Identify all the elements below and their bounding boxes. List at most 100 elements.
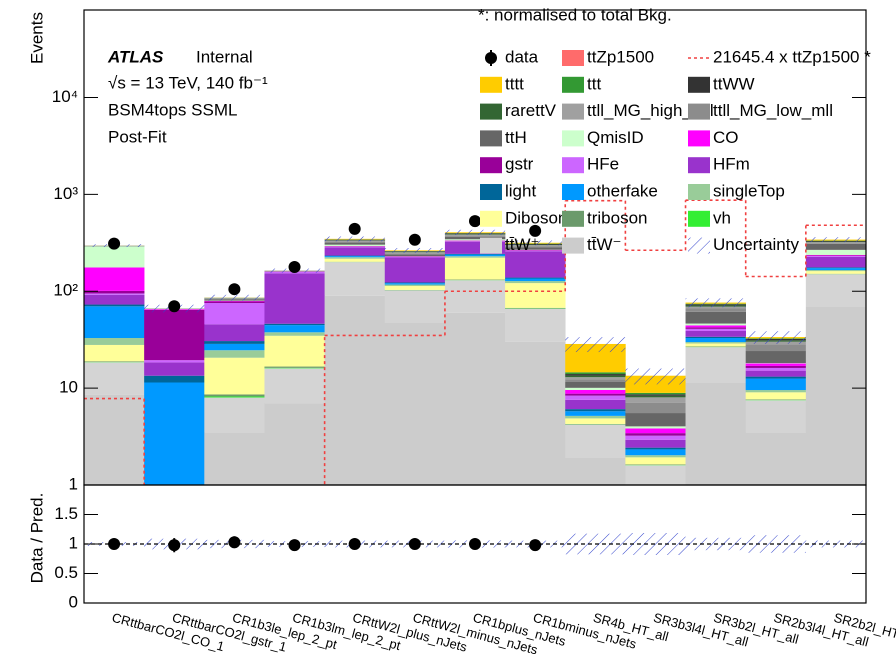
stack-segment: [745, 351, 807, 364]
uncertainty-band: [625, 368, 686, 385]
stack-segment: [625, 435, 686, 440]
legend-label: otherfake: [587, 181, 658, 200]
stack-segment: [505, 307, 566, 309]
stack-segment: [444, 254, 506, 257]
stack-segment: [384, 254, 446, 257]
uncertainty-band: [384, 248, 445, 253]
data-point: [469, 215, 481, 228]
stack-segment: [84, 246, 145, 268]
y-tick-label: 10³: [53, 184, 78, 203]
ratio-point: [228, 536, 241, 549]
y-tick-label: 1: [69, 474, 78, 493]
stack-segment: [324, 262, 386, 296]
analysis-label: BSM4tops SSML: [108, 100, 237, 119]
stack-segment: [805, 256, 866, 268]
stack-segment: [805, 254, 866, 256]
stack-segment: [625, 439, 686, 448]
stack-segment: [745, 399, 807, 400]
legend-label: rarettV: [505, 101, 557, 120]
legend-marker: [562, 76, 584, 93]
stack-segment: [685, 311, 746, 324]
ratio-point: [348, 538, 361, 550]
legend-label: vh: [713, 208, 731, 227]
legend-marker: [480, 103, 502, 120]
legend-marker: [485, 52, 497, 64]
stack-segment: [565, 387, 626, 390]
stack-segment: [565, 418, 626, 424]
stack-segment: [204, 303, 265, 325]
stack-segment: [84, 394, 145, 485]
ratio-point: [529, 539, 542, 552]
ratio-point: [288, 539, 301, 552]
stack-segment: [745, 376, 807, 379]
legend-label: triboson: [587, 208, 647, 227]
legend-marker: [562, 210, 584, 227]
legend-label: ttt: [587, 74, 601, 93]
legend-label: 21645.4 x ttZp1500 *: [713, 47, 871, 66]
legend-marker: [688, 130, 710, 147]
stack-segment: [264, 332, 325, 336]
stack-segment: [745, 432, 807, 485]
atlas-label: ATLAS: [107, 47, 164, 66]
y-tick-label: 10²: [53, 281, 78, 300]
y-axis-label: Events: [27, 12, 46, 64]
legend-label: ttll_MG_low_mll: [713, 101, 833, 120]
stack-segment: [565, 372, 626, 375]
legend-marker: [480, 184, 502, 200]
legend-marker: [688, 237, 710, 254]
stack-segment: [685, 338, 746, 343]
main-plot: [84, 199, 866, 485]
stack-segment: [324, 241, 386, 243]
stack-segment: [324, 242, 386, 245]
stack-segment: [204, 341, 265, 344]
legend-label: tttt: [505, 74, 524, 93]
legend-marker: [562, 130, 584, 147]
stack-segment: [685, 323, 746, 326]
legend-label: QmisID: [587, 128, 644, 147]
stack-segment: [84, 361, 145, 363]
y-tick-label: 10: [59, 378, 78, 397]
stack-segment: [745, 365, 807, 368]
stack-segment: [805, 255, 866, 257]
stack-segment: [625, 447, 686, 450]
legend-marker: [688, 103, 710, 120]
stack-segment: [505, 250, 566, 252]
ratio-y-tick-label: 1.5: [54, 504, 78, 523]
stack-segment: [264, 368, 325, 404]
stack-segment: [204, 324, 265, 342]
legend-marker: [480, 237, 502, 254]
stack-segment: [685, 308, 746, 312]
stack-segment: [745, 392, 807, 400]
uncertainty-band: [745, 331, 806, 344]
legend-label: CO: [713, 128, 739, 147]
stack-segment: [685, 325, 746, 328]
stack-segment: [565, 379, 626, 382]
stack-segment: [625, 449, 686, 456]
stack-segment: [805, 274, 866, 307]
stack-segment: [204, 343, 265, 351]
stack-segment: [324, 258, 386, 262]
stack-segment: [384, 253, 446, 255]
stack-segment: [745, 400, 807, 433]
stack-segment: [384, 257, 446, 283]
stack-segment: [84, 338, 145, 345]
stack-segment: [144, 382, 205, 485]
stack-segment: [805, 242, 866, 244]
stack-segment: [444, 253, 506, 255]
stack-segment: [144, 362, 205, 376]
stack-segment: [625, 397, 686, 403]
stack-segment: [565, 409, 626, 412]
stack-segment: [84, 294, 145, 305]
legend-marker: [562, 184, 584, 200]
stack-segment: [444, 236, 506, 240]
stack-segment: [264, 335, 325, 367]
stack-segment: [204, 394, 265, 397]
stack-segment: [505, 247, 566, 250]
stack-segment: [625, 392, 686, 395]
stack-segment: [384, 323, 446, 485]
stack-segment: [384, 252, 446, 254]
stack-segment: [384, 283, 446, 285]
stack-segment: [324, 246, 386, 248]
legend-marker: [480, 76, 502, 93]
stack-segment: [204, 432, 265, 485]
